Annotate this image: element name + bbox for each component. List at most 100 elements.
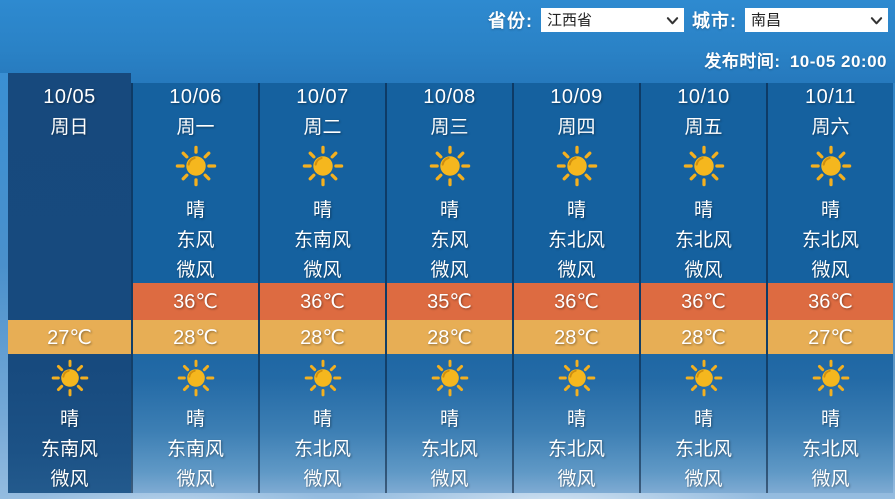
night-wind-strength: 微风 <box>430 469 469 490</box>
high-temperature: 36℃ <box>514 283 639 320</box>
forecast-weekday: 周六 <box>811 116 850 138</box>
forecast-weekday: 周一 <box>176 116 215 138</box>
night-condition: 晴 <box>312 408 332 430</box>
night-weather-icon-wrap <box>260 354 385 402</box>
day-condition: 晴 <box>312 199 332 221</box>
forecast-grid: 10/05 周日 27℃ <box>8 73 893 493</box>
night-condition: 晴 <box>693 408 713 430</box>
sun-icon <box>812 359 849 397</box>
forecast-weekday: 周日 <box>50 116 89 138</box>
high-temperature <box>8 283 131 320</box>
forecast-day-column: 10/09 周四 晴 东北风 微风 36℃ 28℃ <box>512 83 639 493</box>
night-condition: 晴 <box>820 408 840 430</box>
night-wind-strength: 微风 <box>303 469 342 490</box>
publish-time-value: 10-05 20:00 <box>789 52 887 71</box>
forecast-day-column: 10/10 周五 晴 东北风 微风 36℃ 28℃ <box>639 83 766 493</box>
day-wind-strength: 微风 <box>303 259 342 281</box>
day-wind-strength: 微风 <box>811 259 850 281</box>
forecast-day-column: 10/11 周六 晴 东北风 微风 36℃ 27℃ <box>766 83 893 493</box>
sun-icon <box>810 145 851 187</box>
sun-icon <box>302 145 343 187</box>
high-temperature: 36℃ <box>641 283 766 320</box>
province-dropdown[interactable]: 江西省 <box>541 8 684 32</box>
low-temperature: 28℃ <box>387 320 512 354</box>
night-condition: 晴 <box>185 408 205 430</box>
night-wind-direction: 东南风 <box>40 438 98 460</box>
low-temperature: 27℃ <box>768 320 893 354</box>
forecast-date: 10/08 <box>423 85 476 108</box>
day-weather-icon-wrap <box>768 139 893 193</box>
night-weather-icon-wrap <box>387 354 512 402</box>
day-weather-icon-wrap <box>133 139 258 193</box>
night-wind-direction: 东南风 <box>166 438 224 460</box>
day-wind-direction: 东北风 <box>801 229 859 251</box>
sun-icon <box>683 145 724 187</box>
day-condition: 晴 <box>820 199 840 221</box>
night-condition: 晴 <box>59 408 79 430</box>
sun-icon <box>431 359 468 397</box>
city-dropdown[interactable]: 南昌 <box>745 8 888 32</box>
publish-time-label: 发布时间: <box>704 52 781 71</box>
city-select[interactable]: 南昌 <box>745 8 888 32</box>
high-temperature: 35℃ <box>387 283 512 320</box>
publish-time: 发布时间: 10-05 20:00 <box>700 47 887 72</box>
sun-icon <box>429 145 470 187</box>
forecast-date: 10/10 <box>677 85 730 108</box>
day-weather-icon-wrap <box>641 139 766 193</box>
night-wind-strength: 微风 <box>557 469 596 490</box>
sun-icon <box>177 359 214 397</box>
night-wind-strength: 微风 <box>811 469 850 490</box>
night-condition: 晴 <box>439 408 459 430</box>
sun-icon <box>175 145 216 187</box>
night-weather-icon-wrap <box>514 354 639 402</box>
forecast-date: 10/09 <box>550 85 603 108</box>
night-wind-direction: 东北风 <box>547 438 605 460</box>
province-label: 省份: <box>488 11 533 31</box>
day-wind-strength: 微风 <box>557 259 596 281</box>
day-wind-direction: 东风 <box>430 229 469 251</box>
night-wind-direction: 东北风 <box>293 438 351 460</box>
night-condition: 晴 <box>566 408 586 430</box>
night-wind-strength: 微风 <box>684 469 723 490</box>
province-select[interactable]: 江西省 <box>541 8 684 32</box>
night-wind-direction: 东北风 <box>674 438 732 460</box>
forecast-date: 10/07 <box>296 85 349 108</box>
low-temperature: 28℃ <box>133 320 258 354</box>
night-weather-icon-wrap <box>641 354 766 402</box>
low-temperature: 28℃ <box>641 320 766 354</box>
location-controls: 省份: 江西省 城市: 南昌 <box>488 7 888 33</box>
day-condition: 晴 <box>693 199 713 221</box>
day-wind-direction: 东北风 <box>547 229 605 251</box>
night-weather-icon-wrap <box>768 354 893 402</box>
left-accent-stripe <box>0 73 8 499</box>
low-temperature: 27℃ <box>8 320 131 354</box>
low-temperature: 28℃ <box>514 320 639 354</box>
night-wind-direction: 东北风 <box>420 438 478 460</box>
forecast-day-column: 10/05 周日 27℃ <box>8 73 131 493</box>
night-wind-strength: 微风 <box>50 469 89 490</box>
day-condition: 晴 <box>439 199 459 221</box>
forecast-weekday: 周四 <box>557 116 596 138</box>
day-condition: 晴 <box>566 199 586 221</box>
night-wind-direction: 东北风 <box>801 438 859 460</box>
forecast-date: 10/06 <box>169 85 222 108</box>
forecast-date: 10/05 <box>43 85 96 108</box>
night-weather-icon-wrap <box>8 354 131 402</box>
night-wind-strength: 微风 <box>176 469 215 490</box>
sun-icon <box>556 145 597 187</box>
header: 省份: 江西省 城市: 南昌 发布时间: 10-05 20: <box>0 0 895 83</box>
day-condition: 晴 <box>185 199 205 221</box>
sun-icon <box>51 359 88 397</box>
forecast-date: 10/11 <box>804 85 857 108</box>
forecast-weekday: 周三 <box>430 116 469 138</box>
day-wind-direction: 东北风 <box>674 229 732 251</box>
sun-icon <box>558 359 595 397</box>
high-temperature: 36℃ <box>133 283 258 320</box>
high-temperature: 36℃ <box>768 283 893 320</box>
high-temperature: 36℃ <box>260 283 385 320</box>
forecast-day-column: 10/07 周二 晴 东南风 微风 36℃ 28℃ <box>258 83 385 493</box>
forecast-weekday: 周五 <box>684 116 723 138</box>
day-wind-direction: 东风 <box>176 229 215 251</box>
night-weather-icon-wrap <box>133 354 258 402</box>
